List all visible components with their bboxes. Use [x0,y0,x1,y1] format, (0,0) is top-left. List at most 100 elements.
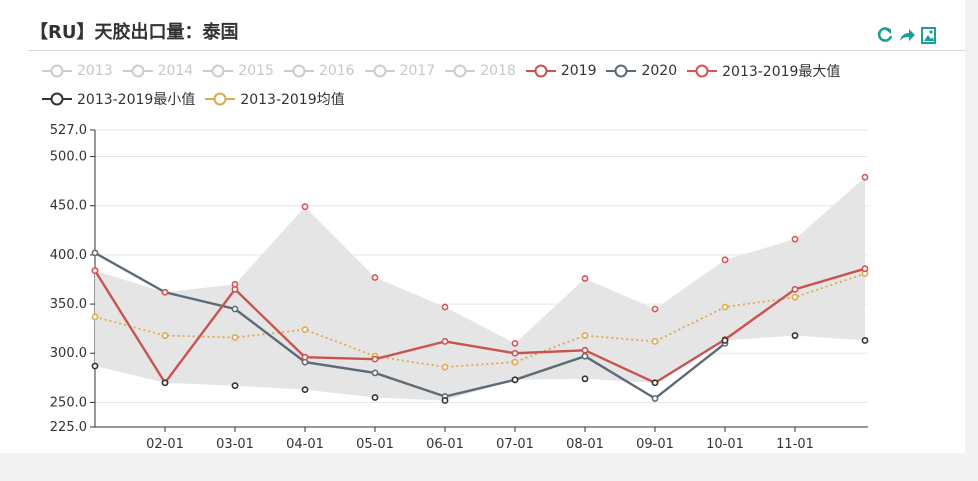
min-point [161,379,169,387]
legend-label: 2013-2019最大值 [722,64,841,80]
title-divider [28,50,965,51]
max-point [231,281,239,288]
mean-point [511,358,519,366]
max-point [651,305,659,313]
legend-item-0[interactable]: 2013 [42,63,113,79]
min-point [441,397,449,404]
legend-item-10[interactable]: 2013-2019均值 [205,89,345,109]
legend-label: 2013-2019最小值 [77,92,196,108]
refresh-icon[interactable] [876,26,894,44]
mean-point [651,338,659,345]
save-image-icon[interactable] [920,26,938,44]
legend-label: 2016 [318,63,355,79]
legend-label: 2020 [641,63,678,79]
legend-label: 2013-2019均值 [240,92,345,108]
legend: 2013 2014 2015 2016 2017 2018 2019 2020 2013-201… [42,57,942,113]
max-point [791,235,799,243]
max-point [371,274,379,281]
toolbar [876,26,938,44]
point-2019 [441,338,449,345]
min-point [301,386,309,394]
x-tick-label: 03-01 [216,437,254,452]
mean-point [791,293,799,301]
legend-item-8[interactable]: 2013-2019最大值 [687,61,840,81]
legend-item-7[interactable]: 2020 [606,63,677,79]
max-point [861,173,869,181]
legend-marker [364,64,395,78]
max-point [91,267,99,275]
min-point [581,375,589,383]
y-tick-label: 500.0 [50,150,87,165]
x-tick-label: 11-01 [776,437,814,452]
legend-marker [606,64,637,78]
legend-marker [445,64,476,78]
point-2020 [231,305,239,313]
series-2020-line [94,251,726,400]
min-point [371,394,379,401]
point-2019 [301,353,309,361]
point-2019 [371,355,379,363]
legend-label: 2014 [157,63,194,79]
legend-item-2[interactable]: 2015 [203,63,274,79]
x-tick-label: 02-01 [146,437,184,452]
legend-item-5[interactable]: 2018 [445,63,516,79]
point-2019 [791,285,799,293]
legend-marker [42,92,72,106]
mean-point [581,332,589,339]
min-point [651,379,659,387]
max-point [721,256,729,264]
min-point [861,337,869,344]
series-mean-line [94,272,866,368]
legend-label: 2019 [560,63,597,79]
legend-item-6[interactable]: 2019 [525,63,597,79]
legend-item-3[interactable]: 2016 [283,63,355,79]
legend-marker [203,64,234,78]
x-tick-label: 05-01 [356,437,394,452]
min-point [791,332,799,339]
share-icon[interactable] [898,26,916,44]
mean-point [301,326,309,334]
legend-item-1[interactable]: 2014 [122,63,194,79]
legend-item-4[interactable]: 2017 [364,63,436,79]
y-tick-label: 350.0 [50,297,87,312]
max-min-band [95,177,865,401]
mean-point [91,313,99,321]
legend-marker [42,64,72,78]
point-2019 [861,265,869,273]
point-2020 [581,352,589,360]
legend-marker [122,64,153,78]
legend-marker [687,64,718,78]
x-tick-label: 07-01 [496,437,534,452]
y-tick-label: 300.0 [50,346,87,361]
x-tick-label: 06-01 [426,437,464,452]
legend-marker [205,92,236,106]
chart-card: 【RU】天胶出口量：泰国 2013 2014 2015 2016 2017 2018 201… [0,0,965,453]
legend-item-9[interactable]: 2013-2019最小值 [42,89,195,109]
point-2019 [581,346,589,354]
mean-point [721,303,729,311]
y-tick-label: 450.0 [50,199,87,214]
min-point [721,337,729,344]
y-tick-label: 400.0 [50,248,87,263]
min-point [511,376,519,384]
chart-title: 【RU】天胶出口量：泰国 [30,22,239,43]
legend-marker [525,64,556,78]
series-2019-line [93,267,866,385]
y-tick-label: 527.0 [50,123,87,138]
legend-marker [283,64,314,78]
y-tick-label: 250.0 [50,395,87,410]
legend-label: 2017 [399,63,436,79]
x-tick-label: 09-01 [636,437,674,452]
point-2020 [91,249,99,257]
x-tick-label: 10-01 [706,437,744,452]
legend-label: 2015 [238,63,274,79]
y-tick-label: 225.0 [50,420,87,435]
point-2020 [371,369,379,377]
max-point [511,340,519,347]
point-2020 [651,395,659,402]
max-point [441,303,449,311]
line-chart: 225.0 250.0 300.0 350.0 400.0 450.0 500.0 527.0… [50,123,869,452]
max-point [301,203,309,211]
mean-point [441,363,449,371]
legend-label: 2013 [77,63,113,79]
